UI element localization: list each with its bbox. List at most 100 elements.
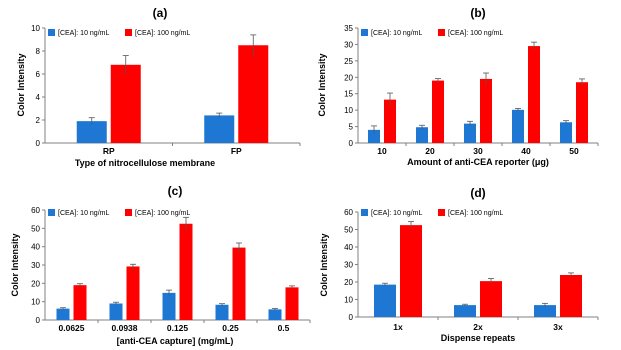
bar-10ng-3x xyxy=(534,305,556,317)
legend-swatch xyxy=(361,29,368,36)
x-axis-label: Dispense repeats xyxy=(441,333,516,343)
y-tick-label: 6 xyxy=(36,70,41,79)
x-tick-label: 50 xyxy=(569,146,579,156)
bar-100ng-0.5 xyxy=(285,287,299,320)
bar-100ng-3x xyxy=(560,275,582,317)
bar-10ng-50 xyxy=(560,122,572,143)
legend-label: [CEA]: 10 ng/mL xyxy=(58,30,109,37)
legend-swatch xyxy=(361,209,368,216)
legend: [CEA]: 10 ng/mL [CEA]: 100 ng/mL xyxy=(361,29,503,37)
bar-10ng-40 xyxy=(512,109,524,143)
y-tick-label: 8 xyxy=(36,47,41,56)
bar-100ng-40 xyxy=(528,46,540,144)
y-tick-label: 30 xyxy=(31,261,40,270)
legend-swatch xyxy=(438,209,445,216)
bar-10ng-0.5 xyxy=(268,309,282,320)
legend-label: [CEA]: 100 ng/mL xyxy=(135,210,190,217)
bar-10ng-0.0625 xyxy=(56,308,70,320)
bar-10ng-0.0938 xyxy=(109,303,123,320)
bar-100ng-50 xyxy=(576,82,588,143)
legend: [CEA]: 10 ng/mL [CEA]: 100 ng/mL xyxy=(361,209,503,217)
y-tick-label: 60 xyxy=(344,208,353,217)
y-tick-label: 0 xyxy=(349,139,354,148)
y-tick-label: 2 xyxy=(36,116,41,125)
y-tick-label: 35 xyxy=(344,24,353,33)
bar-100ng-1x xyxy=(400,225,422,317)
y-tick-label: 5 xyxy=(349,123,354,132)
y-tick-label: 40 xyxy=(31,243,40,252)
bar-100ng-2x xyxy=(480,281,502,317)
chart-panel-b: (b) 0 5 10 15 20 25 30 35 10 20 30 40 50 Amount of ant… xyxy=(317,6,599,167)
bar-100ng-30 xyxy=(480,78,492,143)
bar-10ng-0.25 xyxy=(215,304,229,320)
chart-title: (c) xyxy=(168,184,183,198)
bar-100ng-10 xyxy=(384,99,396,143)
y-tick-label: 10 xyxy=(31,24,40,33)
x-tick-label: 0.5 xyxy=(278,323,290,333)
x-tick-label: 3x xyxy=(553,322,563,332)
y-tick-label: 50 xyxy=(344,226,353,235)
y-tick-label: 30 xyxy=(344,40,353,49)
legend-label: [CEA]: 10 ng/mL xyxy=(371,210,422,217)
chart-panel-c: (c) 0 10 20 30 40 50 60 0.0625 0.0938 0.125 0.25 0.5… xyxy=(10,184,311,346)
x-tick-label: 2x xyxy=(473,322,483,332)
x-tick-label: 20 xyxy=(425,146,435,156)
bar-100ng-0.125 xyxy=(179,223,193,320)
y-tick-label: 4 xyxy=(36,93,41,102)
bar-100ng-0.0625 xyxy=(73,285,87,320)
bar-100ng-0.0938 xyxy=(126,266,140,320)
bar-100ng-RP xyxy=(110,64,141,143)
chart-title: (a) xyxy=(153,6,168,20)
y-tick-label: 40 xyxy=(344,243,353,252)
y-tick-label: 20 xyxy=(344,278,353,287)
bar-100ng-0.25 xyxy=(232,247,246,320)
y-tick-label: 15 xyxy=(344,90,353,99)
bar-100ng-20 xyxy=(432,80,444,143)
x-tick-label: 0.25 xyxy=(222,323,239,333)
y-tick-label: 10 xyxy=(31,298,40,307)
legend-swatch xyxy=(438,29,445,36)
bar-10ng-20 xyxy=(416,127,428,143)
y-tick-label: 0 xyxy=(36,139,41,148)
legend-swatch xyxy=(125,209,132,216)
y-axis-label: Color Intensity xyxy=(317,53,327,116)
y-axis-label: Color Intensity xyxy=(10,233,20,296)
y-tick-label: 0 xyxy=(36,316,41,325)
bar-10ng-2x xyxy=(454,305,476,317)
chart-title: (d) xyxy=(470,186,485,200)
y-tick-label: 10 xyxy=(344,296,353,305)
bar-100ng-FP xyxy=(238,45,269,143)
x-tick-label: 1x xyxy=(393,322,403,332)
legend-label: [CEA]: 100 ng/mL xyxy=(448,210,503,217)
bar-10ng-RP xyxy=(76,121,107,143)
x-tick-label: 0.0938 xyxy=(112,323,138,333)
y-tick-label: 60 xyxy=(31,206,40,215)
legend-swatch xyxy=(48,29,55,36)
x-tick-label: 30 xyxy=(473,146,483,156)
chart-panel-a: (a) 0 2 4 6 8 10 RP FP Type of nitrocellulose mem… xyxy=(16,6,301,168)
bar-10ng-1x xyxy=(374,284,396,317)
x-tick-label: 10 xyxy=(377,146,387,156)
x-axis-label: [anti-CEA capture] (mg/mL) xyxy=(117,336,234,346)
bar-10ng-0.125 xyxy=(162,292,176,320)
legend-label: [CEA]: 10 ng/mL xyxy=(58,210,109,217)
y-tick-label: 20 xyxy=(344,73,353,82)
bar-10ng-10 xyxy=(368,129,380,143)
legend-swatch xyxy=(125,29,132,36)
x-tick-label: 0.125 xyxy=(167,323,189,333)
x-tick-label: FP xyxy=(231,146,242,156)
y-tick-label: 30 xyxy=(344,261,353,270)
legend: [CEA]: 10 ng/mL [CEA]: 100 ng/mL xyxy=(48,29,190,37)
legend-swatch xyxy=(48,209,55,216)
y-tick-label: 10 xyxy=(344,106,353,115)
legend-label: [CEA]: 100 ng/mL xyxy=(448,30,503,37)
x-tick-label: 40 xyxy=(521,146,531,156)
y-axis-label: Color Intensity xyxy=(16,53,26,116)
chart-title: (b) xyxy=(470,6,485,20)
x-axis-label: Amount of anti-CEA reporter (μg) xyxy=(407,157,549,167)
y-tick-label: 25 xyxy=(344,57,353,66)
bar-10ng-FP xyxy=(204,115,235,143)
legend-label: [CEA]: 10 ng/mL xyxy=(371,30,422,37)
legend: [CEA]: 10 ng/mL [CEA]: 100 ng/mL xyxy=(48,209,190,217)
